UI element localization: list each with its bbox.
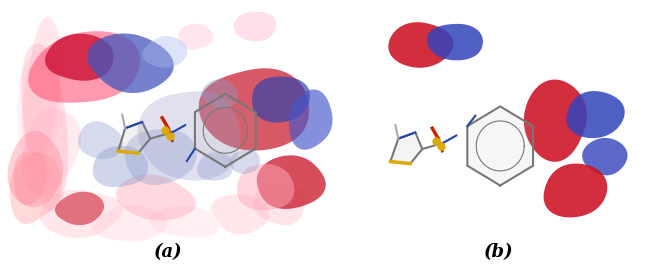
Polygon shape — [21, 43, 68, 211]
Polygon shape — [253, 183, 306, 225]
Polygon shape — [178, 24, 214, 50]
Polygon shape — [151, 206, 219, 237]
Polygon shape — [118, 122, 150, 153]
Polygon shape — [78, 121, 123, 159]
Polygon shape — [40, 190, 123, 238]
Polygon shape — [524, 80, 587, 162]
Polygon shape — [582, 138, 627, 175]
Polygon shape — [28, 31, 140, 103]
Polygon shape — [45, 34, 114, 81]
Polygon shape — [21, 109, 81, 195]
Polygon shape — [211, 194, 269, 234]
Polygon shape — [116, 174, 196, 220]
Text: (a): (a) — [154, 243, 183, 261]
Polygon shape — [566, 91, 625, 138]
Polygon shape — [391, 132, 422, 164]
Polygon shape — [467, 106, 533, 186]
Polygon shape — [289, 89, 332, 150]
Polygon shape — [199, 68, 309, 150]
Polygon shape — [22, 17, 61, 156]
Polygon shape — [93, 146, 148, 187]
Polygon shape — [55, 192, 104, 225]
Polygon shape — [142, 36, 187, 68]
Polygon shape — [125, 129, 197, 185]
Polygon shape — [252, 77, 310, 123]
Polygon shape — [230, 149, 260, 174]
Polygon shape — [14, 152, 48, 205]
Polygon shape — [427, 24, 483, 60]
Polygon shape — [87, 33, 174, 93]
Polygon shape — [237, 164, 294, 210]
Polygon shape — [7, 131, 63, 207]
Text: (b): (b) — [485, 243, 514, 261]
Polygon shape — [17, 51, 60, 171]
Polygon shape — [389, 22, 453, 68]
Polygon shape — [202, 79, 239, 109]
Polygon shape — [543, 163, 607, 217]
Polygon shape — [234, 12, 276, 41]
Polygon shape — [137, 91, 240, 181]
Polygon shape — [92, 205, 167, 242]
Polygon shape — [10, 153, 62, 224]
Polygon shape — [195, 94, 256, 167]
Polygon shape — [197, 152, 233, 181]
Polygon shape — [257, 155, 326, 209]
